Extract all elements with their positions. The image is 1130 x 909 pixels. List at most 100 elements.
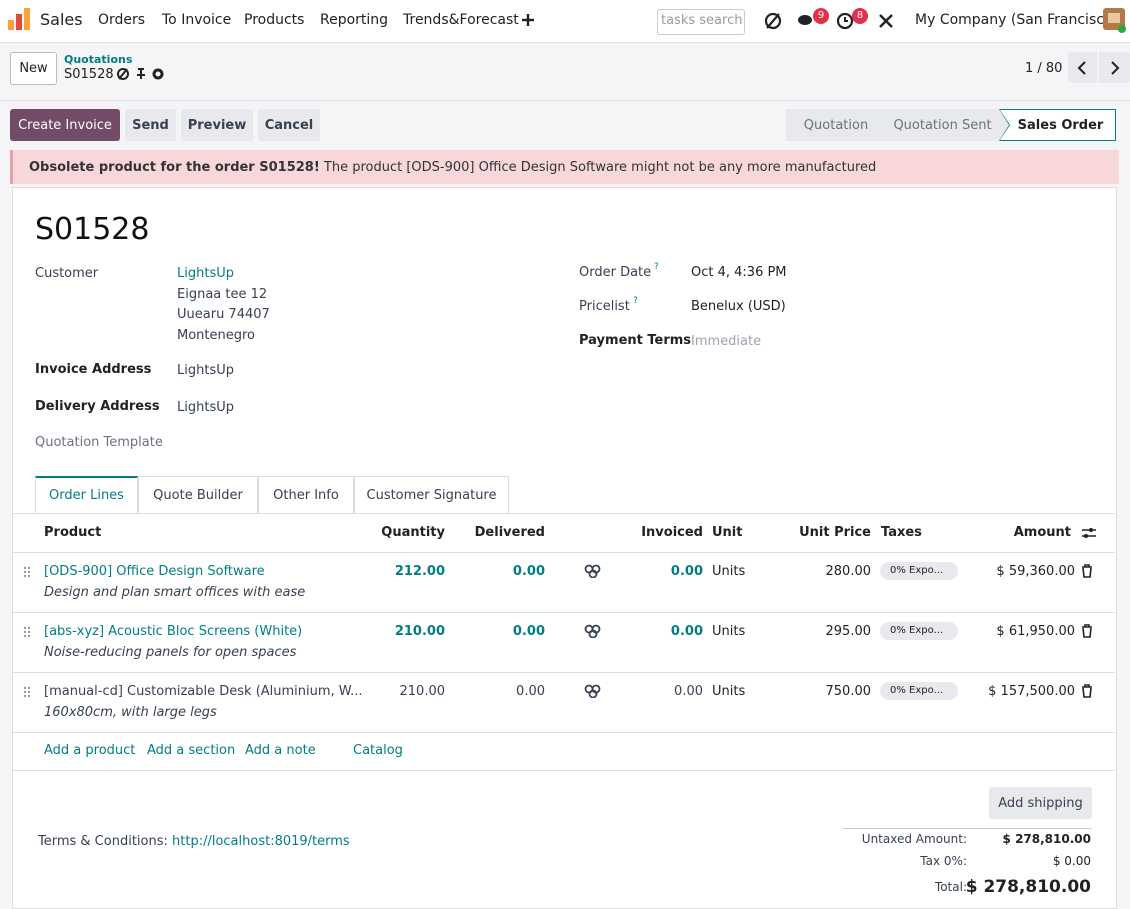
column-settings[interactable]: [1081, 526, 1097, 543]
field-value[interactable]: Benelux (USD): [691, 299, 786, 314]
company-switcher[interactable]: My Company (San Francisco): [915, 12, 1118, 28]
chat-icon[interactable]: [796, 12, 814, 28]
amount: $ 59,360.00: [996, 564, 1075, 579]
product-description: Noise-reducing panels for open spaces: [44, 645, 297, 660]
unit-price[interactable]: 280.00: [825, 564, 872, 579]
add-line-link[interactable]: Add a product: [44, 743, 136, 758]
alert-text: The product [ODS-900] Office Design Soft…: [323, 159, 877, 175]
column-header[interactable]: Unit: [712, 525, 743, 540]
product-description: 160x80cm, with large legs: [44, 705, 217, 720]
unit[interactable]: Units: [712, 624, 746, 639]
tab[interactable]: Quote Builder: [138, 476, 258, 513]
search-box[interactable]: [657, 9, 745, 35]
delete-line[interactable]: [1081, 624, 1093, 641]
product-description: Design and plan smart offices with ease: [44, 585, 306, 600]
activity-icon[interactable]: [762, 10, 784, 32]
record-icons[interactable]: [116, 66, 172, 82]
drag-handle[interactable]: [23, 686, 31, 701]
add-line-link[interactable]: Catalog: [353, 743, 403, 758]
column-header[interactable]: Delivered: [474, 525, 545, 540]
action-button[interactable]: Preview: [181, 109, 253, 141]
product-name[interactable]: [manual-cd] Customizable Desk (Aluminium…: [44, 684, 363, 699]
action-button[interactable]: Send: [125, 109, 176, 141]
tab[interactable]: Other Info: [258, 476, 354, 513]
pager-prev[interactable]: [1068, 52, 1097, 83]
product-name[interactable]: [abs-xyz] Acoustic Bloc Screens (White): [44, 624, 303, 639]
total-value: $ 278,810.00: [965, 877, 1091, 897]
tab[interactable]: Customer Signature: [354, 476, 509, 513]
unit-price[interactable]: 295.00: [825, 624, 872, 639]
delete-line[interactable]: [1081, 564, 1093, 581]
column-header[interactable]: Quantity: [381, 525, 445, 540]
breadcrumb-current: S01528: [64, 67, 114, 82]
field-value[interactable]: Immediate: [691, 334, 762, 349]
menu-item[interactable]: To Invoice: [162, 12, 232, 28]
breadcrumb-link[interactable]: Quotations: [64, 53, 133, 66]
user-avatar[interactable]: [1103, 8, 1127, 34]
column-header[interactable]: Amount: [1013, 525, 1071, 540]
tax-tag[interactable]: 0% Expo...: [880, 562, 958, 580]
status-step[interactable]: Sales Order: [1000, 109, 1115, 141]
pager-next[interactable]: [1099, 52, 1130, 83]
field-label: Invoice Address: [35, 362, 152, 377]
unit[interactable]: Units: [712, 564, 746, 579]
delivered[interactable]: 0.00: [516, 684, 545, 699]
column-header[interactable]: Taxes: [881, 525, 922, 540]
tax-tag[interactable]: 0% Expo...: [880, 682, 958, 700]
field-label: Payment Terms: [579, 333, 692, 348]
field-value[interactable]: LightsUp: [177, 400, 234, 415]
invoiced[interactable]: 0.00: [674, 684, 703, 699]
menu-item[interactable]: Trends&Forecast: [403, 12, 519, 28]
divider: [0, 100, 1130, 101]
unit-price[interactable]: 750.00: [825, 684, 872, 699]
add-shipping-button[interactable]: Add shipping: [989, 787, 1092, 819]
forecast-icon[interactable]: [584, 684, 602, 701]
drag-handle[interactable]: [23, 566, 31, 581]
terms: Terms & Conditions: http://localhost:801…: [38, 835, 350, 848]
terms-link[interactable]: http://localhost:8019/terms: [172, 834, 350, 849]
total-value: $ 0.00: [1052, 854, 1091, 868]
column-header[interactable]: Invoiced: [641, 525, 703, 540]
status-step[interactable]: Quotation Sent: [874, 109, 1011, 141]
delivered[interactable]: 0.00: [512, 624, 545, 639]
app-name[interactable]: Sales: [40, 10, 83, 29]
amount: $ 61,950.00: [996, 624, 1075, 639]
column-header[interactable]: Product: [44, 525, 102, 540]
column-header[interactable]: Unit Price: [799, 525, 871, 540]
action-button[interactable]: Cancel: [258, 109, 320, 141]
quantity[interactable]: 210.00: [399, 684, 446, 699]
status-step[interactable]: Quotation: [786, 109, 886, 141]
forecast-icon[interactable]: [584, 624, 602, 641]
add-line-link[interactable]: Add a note: [245, 743, 316, 758]
menu-item[interactable]: Reporting: [320, 12, 389, 28]
tab[interactable]: Order Lines: [35, 476, 138, 513]
field-value[interactable]: Oct 4, 4:36 PM: [691, 265, 787, 280]
menu-item[interactable]: Orders: [98, 12, 146, 28]
menu-item[interactable]: Products: [244, 12, 305, 28]
debug-icon[interactable]: [878, 13, 894, 29]
clock-icon[interactable]: [836, 12, 854, 30]
tax-tag[interactable]: 0% Expo...: [880, 622, 958, 640]
add-line-link[interactable]: Add a section: [147, 743, 236, 758]
invoiced[interactable]: 0.00: [670, 624, 703, 639]
quantity[interactable]: 212.00: [394, 564, 445, 579]
field-value[interactable]: LightsUp: [177, 363, 234, 378]
divider: [843, 828, 1092, 829]
help-tooltip[interactable]: ?: [633, 296, 638, 306]
customer-link[interactable]: LightsUp: [177, 266, 234, 281]
drag-handle[interactable]: [23, 626, 31, 641]
delete-line[interactable]: [1081, 684, 1093, 701]
forecast-icon[interactable]: [584, 564, 602, 581]
divider: [12, 672, 1115, 673]
field-label: Quotation Template: [35, 435, 163, 450]
new-button[interactable]: New: [10, 52, 57, 85]
help-tooltip[interactable]: ?: [654, 262, 659, 272]
badge: 8: [852, 8, 868, 24]
product-name[interactable]: [ODS-900] Office Design Software: [44, 564, 265, 579]
quantity[interactable]: 210.00: [394, 624, 445, 639]
invoiced[interactable]: 0.00: [670, 564, 703, 579]
add-menu[interactable]: [521, 13, 535, 27]
action-button[interactable]: Create Invoice: [10, 109, 120, 141]
delivered[interactable]: 0.00: [512, 564, 545, 579]
unit[interactable]: Units: [712, 684, 746, 699]
